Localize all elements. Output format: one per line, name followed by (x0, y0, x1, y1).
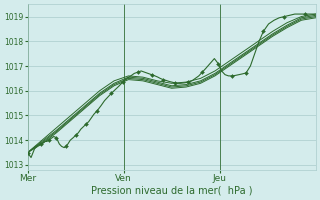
X-axis label: Pression niveau de la mer(  hPa ): Pression niveau de la mer( hPa ) (91, 186, 252, 196)
